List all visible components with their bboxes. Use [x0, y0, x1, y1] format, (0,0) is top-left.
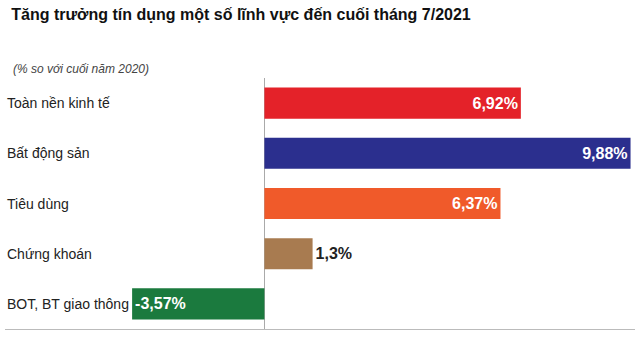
svg-text:Tăng trưởng tín dụng một số lĩ: Tăng trưởng tín dụng một số lĩnh vực đến… — [11, 6, 471, 23]
svg-text:(% so với cuối năm 2020): (% so với cuối năm 2020) — [13, 62, 149, 76]
svg-text:-3,57%: -3,57% — [135, 295, 186, 312]
svg-text:Bất động sản: Bất động sản — [7, 145, 90, 161]
svg-text:Toàn nền kinh tế: Toàn nền kinh tế — [7, 95, 110, 111]
svg-text:Chứng khoán: Chứng khoán — [7, 246, 92, 262]
svg-text:1,3%: 1,3% — [316, 245, 352, 262]
svg-text:6,37%: 6,37% — [452, 195, 497, 212]
svg-text:BOT, BT giao thông: BOT, BT giao thông — [7, 296, 129, 312]
svg-text:6,92%: 6,92% — [472, 95, 517, 112]
svg-text:9,88%: 9,88% — [582, 145, 627, 162]
svg-text:Tiêu dùng: Tiêu dùng — [7, 196, 69, 212]
